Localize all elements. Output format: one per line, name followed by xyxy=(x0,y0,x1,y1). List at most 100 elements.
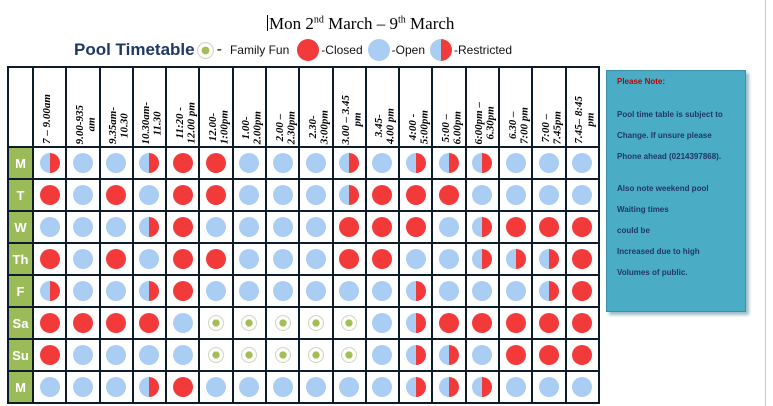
session-cell xyxy=(531,338,567,372)
session-cell xyxy=(98,306,134,340)
session-cell xyxy=(264,210,301,244)
session-cell xyxy=(65,146,101,180)
note-line: Waiting times xyxy=(617,205,669,214)
session-cell xyxy=(398,178,434,212)
session-cell xyxy=(464,274,500,308)
closed-circle-icon xyxy=(505,313,526,333)
day-row: F xyxy=(7,274,600,308)
timetable-grid: 7 – 9.00am 9.00-935 am 9.35am- 10.30 10.30a… xyxy=(7,66,600,404)
open-circle-icon xyxy=(305,153,326,173)
session-cell xyxy=(131,274,168,308)
session-cell xyxy=(264,338,301,372)
session-cell xyxy=(231,338,267,372)
note-line: Volumes of public. xyxy=(617,268,688,277)
day-row: T xyxy=(7,178,600,212)
open-circle-icon xyxy=(272,153,293,173)
session-cell xyxy=(298,242,334,276)
open-circle-icon xyxy=(72,377,93,397)
restricted-half-circle-icon xyxy=(339,185,360,205)
open-circle-icon xyxy=(472,185,493,205)
session-cell xyxy=(98,338,134,372)
session-cell xyxy=(198,274,234,308)
note-line: Change. If unsure please xyxy=(617,131,712,140)
open-circle-icon xyxy=(106,153,127,173)
open-circle-icon xyxy=(39,217,60,237)
session-cell xyxy=(531,274,567,308)
session-cell xyxy=(331,210,367,244)
closed-circle-icon xyxy=(572,345,593,365)
session-cell xyxy=(165,338,201,372)
open-circle-icon xyxy=(372,377,393,397)
session-cell xyxy=(364,370,401,404)
closed-circle-icon xyxy=(405,185,426,205)
session-cell xyxy=(431,210,467,244)
open-circle-icon xyxy=(538,377,559,397)
session-cell xyxy=(497,210,534,244)
session-cell xyxy=(131,178,168,212)
session-cell xyxy=(464,146,500,180)
closed-circle-icon xyxy=(505,217,526,237)
family-fun-icon xyxy=(307,315,324,332)
family-fun-icon xyxy=(241,347,258,364)
session-cell xyxy=(464,210,500,244)
session-cell xyxy=(31,178,68,212)
session-cell xyxy=(431,338,467,372)
open-circle-icon xyxy=(372,153,393,173)
closed-circle-icon xyxy=(39,313,60,333)
please-note-box: Please Note: Pool time table is subject … xyxy=(606,70,746,312)
open-circle-icon xyxy=(372,281,393,301)
session-cell xyxy=(564,178,600,212)
legend-open-label: -Open xyxy=(391,43,425,57)
time-slot-label: 1.00- 2.00pm xyxy=(240,110,264,144)
time-slot-label: 3.00 – 3.45 pm xyxy=(340,94,364,145)
restricted-half-circle-icon xyxy=(39,281,60,301)
time-slot-header: 3.45- 4.00 pm xyxy=(364,66,401,148)
restricted-half-circle-icon xyxy=(472,249,493,269)
open-circle-icon xyxy=(272,217,293,237)
closed-circle-icon xyxy=(372,185,393,205)
session-cell xyxy=(431,370,467,404)
open-circle-icon xyxy=(106,377,127,397)
session-cell xyxy=(31,338,68,372)
day-row: M xyxy=(7,370,600,404)
family-fun-icon xyxy=(341,315,358,332)
closed-circle-icon xyxy=(172,185,193,205)
title-part: Mon 2 xyxy=(269,14,314,33)
session-cell xyxy=(165,306,201,340)
open-circle-icon xyxy=(206,281,227,301)
restricted-half-circle-icon xyxy=(439,377,460,397)
closed-circle-icon xyxy=(372,217,393,237)
session-cell xyxy=(464,370,500,404)
session-cell xyxy=(198,210,234,244)
open-circle-icon xyxy=(106,217,127,237)
open-circle-icon xyxy=(239,217,260,237)
open-circle-icon xyxy=(272,249,293,269)
title-sup: nd xyxy=(313,14,324,26)
open-circle-icon xyxy=(305,281,326,301)
closed-circle-icon xyxy=(405,217,426,237)
restricted-half-circle-icon xyxy=(339,153,360,173)
time-slot-header: 4:00 - 5:00pm xyxy=(398,66,434,148)
timetable-heading: Pool Timetable xyxy=(74,40,195,59)
closed-circle-icon xyxy=(339,217,360,237)
page-edge-divider xyxy=(765,0,766,406)
restricted-half-circle-icon xyxy=(472,377,493,397)
time-slot-header: 6.30 – 7:00 pm xyxy=(497,66,534,148)
open-circle-icon xyxy=(272,377,293,397)
session-cell xyxy=(264,370,301,404)
session-cell xyxy=(564,146,600,180)
restricted-half-circle-icon xyxy=(139,377,160,397)
note-line: Phone ahead (0214397868). xyxy=(617,152,722,161)
open-circle-icon xyxy=(538,153,559,173)
open-circle-icon xyxy=(572,377,593,397)
legend-closed-label: -Closed xyxy=(321,43,363,57)
session-cell xyxy=(165,210,201,244)
session-cell xyxy=(564,306,600,340)
session-cell xyxy=(65,242,101,276)
session-cell xyxy=(264,146,301,180)
session-cell xyxy=(431,146,467,180)
session-cell xyxy=(298,210,334,244)
time-slot-header: 7.45– 8:45 pm xyxy=(564,66,600,148)
restricted-half-circle-icon xyxy=(472,217,493,237)
open-circle-icon xyxy=(272,281,293,301)
